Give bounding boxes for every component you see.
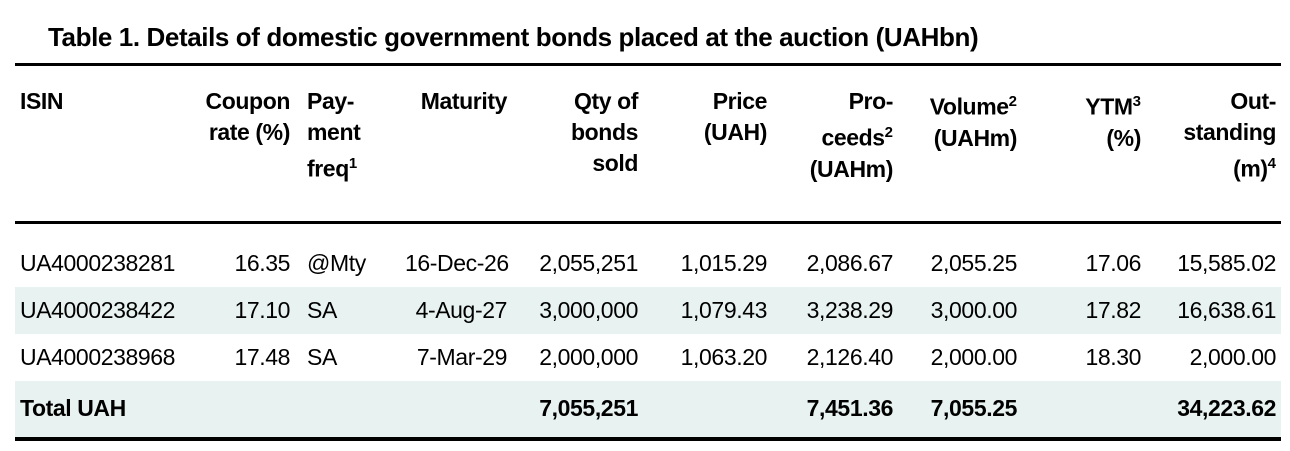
cell-payment-freq	[295, 380, 400, 441]
cell-proceeds: 7,451.36	[772, 380, 898, 441]
col-header-ytm: YTM3 (%)	[1022, 66, 1146, 224]
cell-price: 1,015.29	[680, 249, 768, 276]
footnote-marker: 2	[1008, 93, 1017, 110]
footnote-marker: 1	[348, 155, 358, 172]
cell-outstanding: 2,000.00	[1189, 343, 1277, 370]
col-header-volume: Volume2 (UAHm)	[898, 66, 1022, 224]
cell-ytm: 17.82	[1085, 296, 1141, 323]
total-row: Total UAH 7,055,251 7,451.36 7,055.25 34…	[15, 380, 1281, 441]
cell-maturity: 4-Aug-27	[415, 296, 508, 323]
table-title: Table 1. Details of domestic government …	[15, 0, 1281, 66]
cell-volume: 3,000.00	[930, 296, 1018, 323]
col-header-isin: ISIN	[15, 66, 200, 224]
cell-payment-freq: SA	[307, 343, 337, 370]
cell-proceeds: 2,086.67	[806, 249, 894, 276]
bonds-table: ISIN Coupon rate (%) Pay- ment freq1 Mat…	[15, 66, 1281, 441]
cell-volume: 2,055.25	[930, 249, 1018, 276]
cell-price	[643, 380, 772, 441]
cell-payment-freq: @Mty	[307, 249, 366, 276]
cell-price: 1,079.43	[680, 296, 768, 323]
cell-isin: UA4000238281	[20, 249, 176, 276]
cell-qty-sold: 2,000,000	[539, 343, 638, 370]
spacer-row	[15, 222, 1281, 240]
cell-maturity: 7-Mar-29	[416, 343, 508, 370]
col-header-maturity: Maturity	[400, 66, 512, 224]
cell-price: 1,063.20	[680, 343, 768, 370]
cell-ytm	[1022, 380, 1146, 441]
table-row: UA4000238968 17.48 SA 7-Mar-29 2,000,000…	[15, 334, 1281, 381]
table-row: UA4000238281 16.35 @Mty 16-Dec-26 2,055,…	[15, 240, 1281, 287]
footnote-marker: 2	[884, 124, 893, 141]
col-header-outstanding: Out- standing (m)4	[1146, 66, 1281, 224]
cell-qty-sold: 2,055,251	[539, 249, 638, 276]
cell-volume: 7,055.25	[898, 380, 1022, 441]
cell-coupon-rate: 17.48	[234, 343, 290, 370]
col-header-qty-sold: Qty of bonds sold	[512, 66, 643, 224]
col-header-proceeds: Pro- ceeds2 (UAHm)	[772, 66, 898, 224]
cell-payment-freq: SA	[307, 296, 337, 323]
cell-outstanding: 16,638.61	[1177, 296, 1276, 323]
cell-coupon-rate: 16.35	[234, 249, 290, 276]
table-container: Table 1. Details of domestic government …	[15, 0, 1281, 441]
cell-outstanding: 34,223.62	[1146, 380, 1281, 441]
cell-outstanding: 15,585.02	[1177, 249, 1276, 276]
table-row: UA4000238422 17.10 SA 4-Aug-27 3,000,000…	[15, 286, 1281, 334]
cell-isin: UA4000238968	[20, 343, 176, 370]
cell-proceeds: 2,126.40	[806, 343, 894, 370]
cell-maturity	[400, 380, 512, 441]
total-label: Total UAH	[15, 380, 200, 441]
cell-maturity: 16-Dec-26	[405, 249, 509, 276]
col-header-price: Price (UAH)	[643, 66, 772, 224]
cell-coupon-rate: 17.10	[234, 296, 290, 323]
cell-qty-sold: 3,000,000	[539, 296, 638, 323]
cell-volume: 2,000.00	[930, 343, 1018, 370]
cell-ytm: 17.06	[1085, 249, 1141, 276]
footnote-marker: 3	[1132, 93, 1141, 110]
col-header-payment-freq: Pay- ment freq1	[295, 66, 400, 224]
col-header-coupon-rate: Coupon rate (%)	[200, 66, 295, 224]
cell-qty-sold: 7,055,251	[512, 380, 643, 441]
cell-ytm: 18.30	[1085, 343, 1141, 370]
footnote-marker: 4	[1267, 155, 1276, 172]
cell-isin: UA4000238422	[20, 296, 176, 323]
cell-proceeds: 3,238.29	[806, 296, 894, 323]
cell-coupon-rate	[200, 380, 295, 441]
header-row: ISIN Coupon rate (%) Pay- ment freq1 Mat…	[15, 66, 1281, 224]
